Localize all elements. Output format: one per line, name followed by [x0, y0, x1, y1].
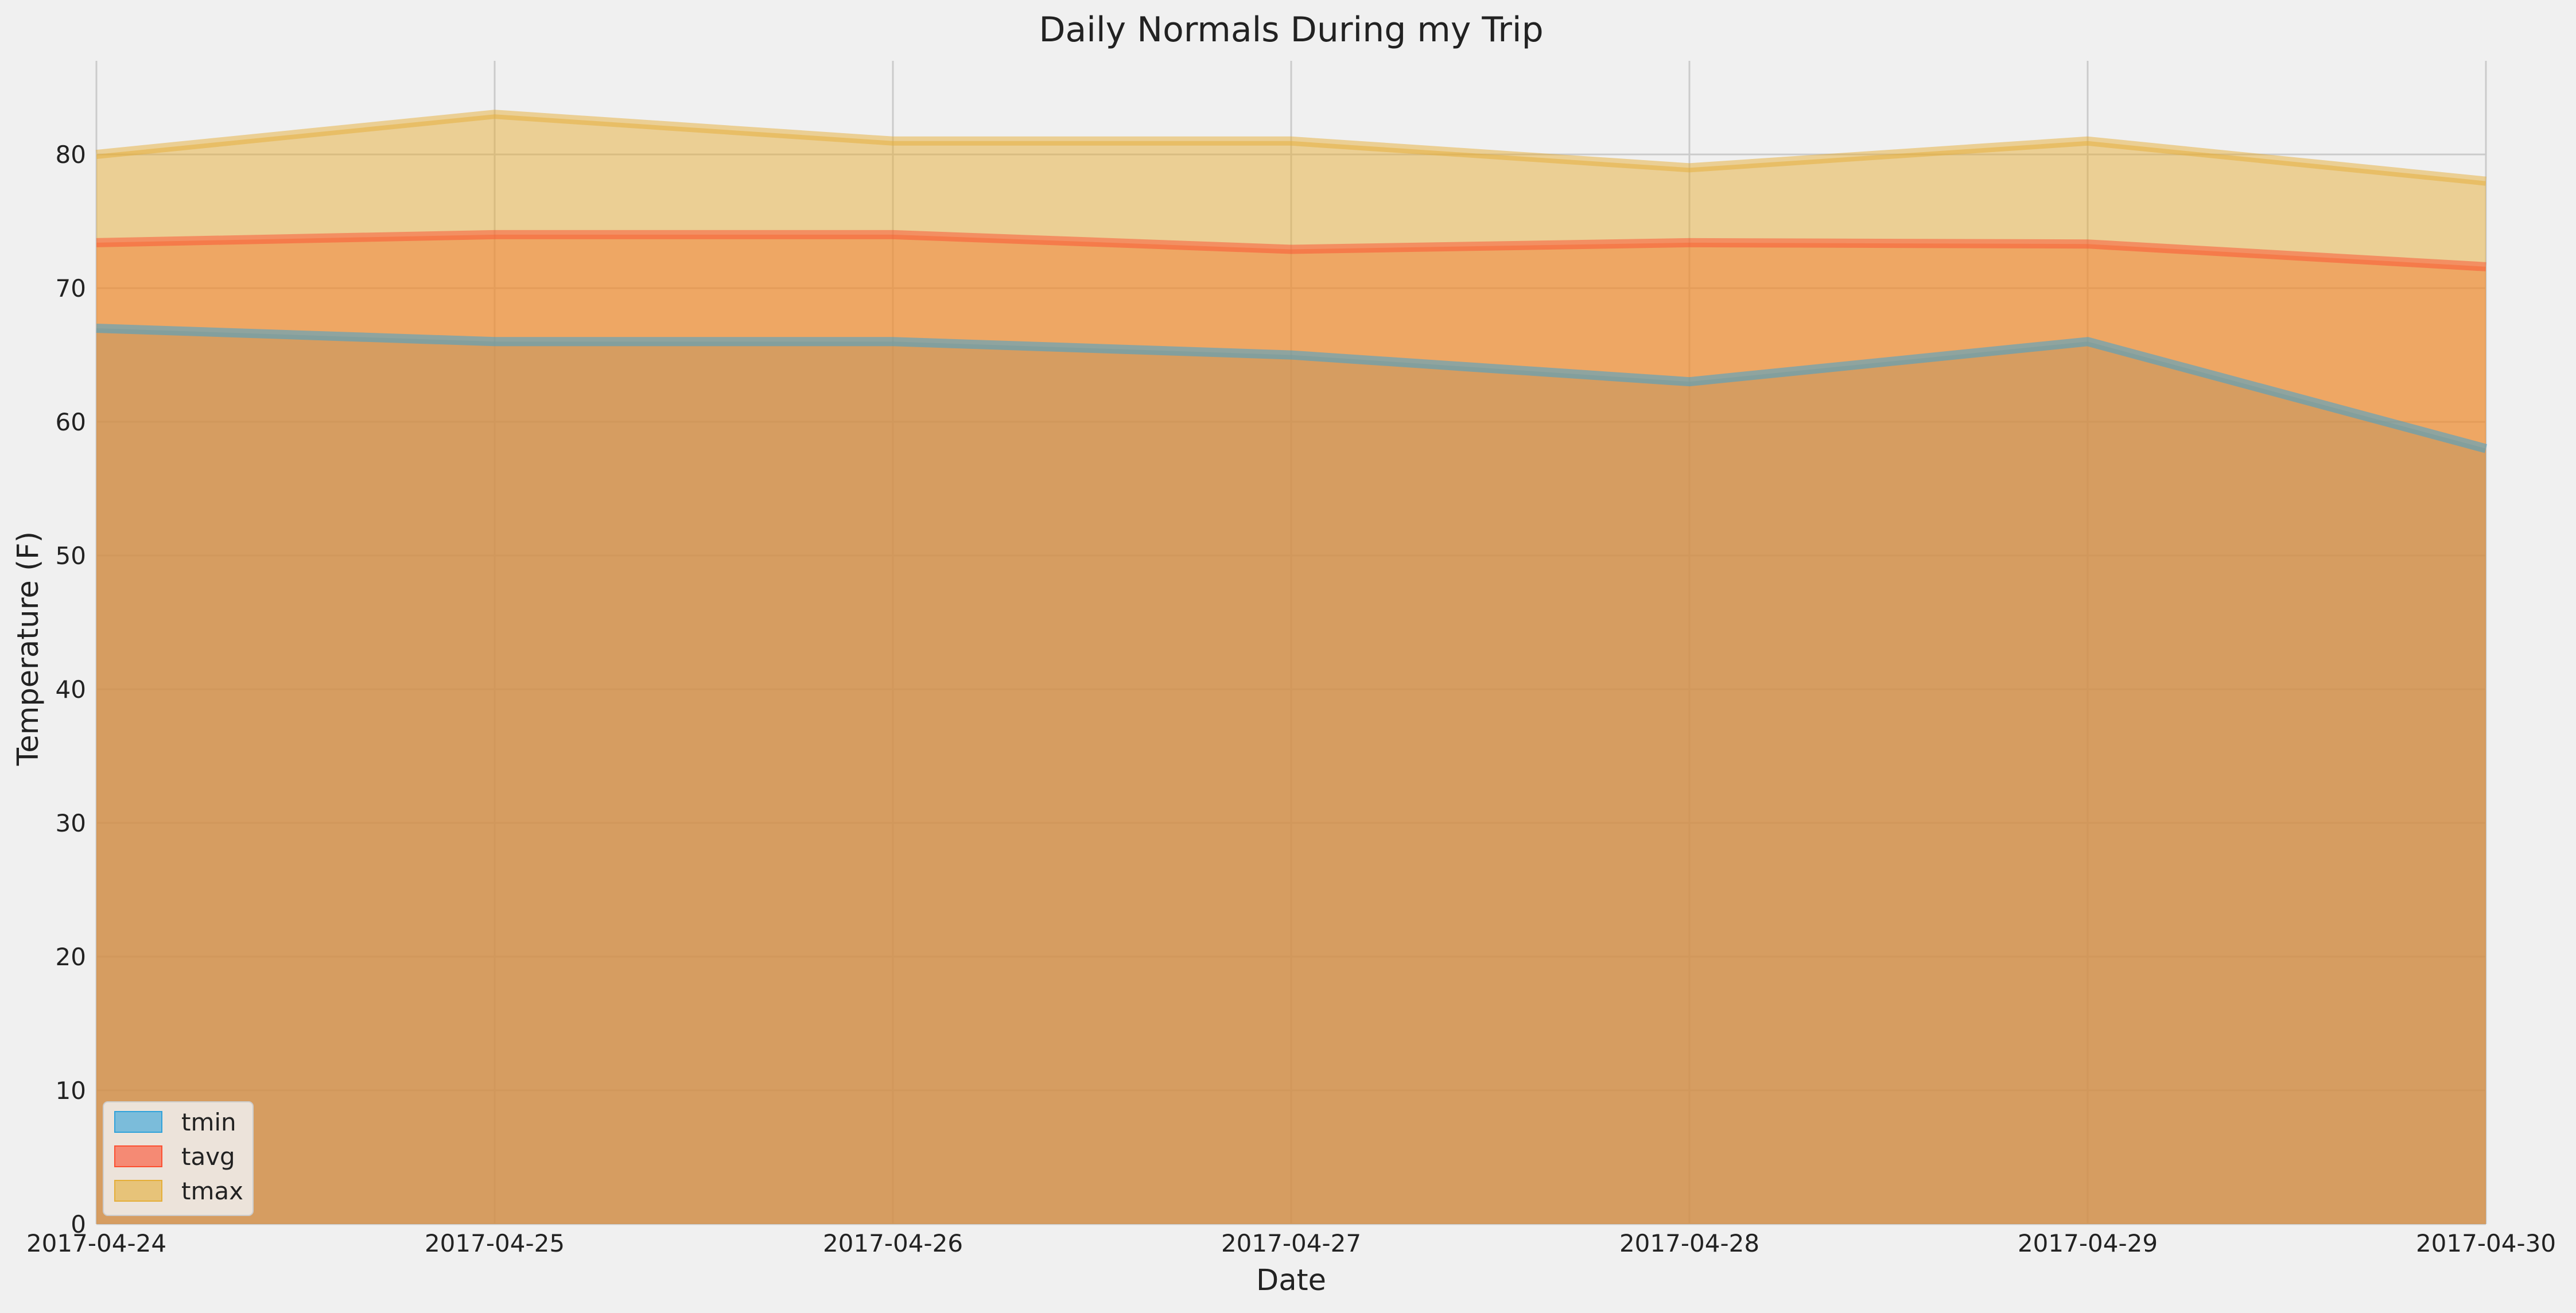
legend: tmin tavg tmax — [103, 1101, 254, 1216]
y-axis-label: Temperature (F) — [11, 531, 45, 766]
y-tick-label: 30 — [56, 809, 86, 837]
y-tick-label: 10 — [56, 1077, 86, 1105]
legend-label-tmin: tmin — [181, 1108, 236, 1136]
area-tmax — [96, 114, 2486, 1224]
x-tick-label: 2017-04-29 — [2018, 1229, 2158, 1257]
legend-swatch-tavg — [114, 1145, 162, 1167]
x-tick-label: 2017-04-30 — [2416, 1229, 2556, 1257]
legend-label-tmax: tmax — [181, 1177, 243, 1205]
x-tick-label: 2017-04-27 — [1221, 1229, 1361, 1257]
y-tick-label: 0 — [71, 1210, 86, 1238]
plot-areas — [96, 114, 2486, 1225]
y-tick-label: 60 — [56, 408, 86, 436]
y-tick-label: 40 — [56, 675, 86, 704]
legend-swatch-tmax — [114, 1180, 162, 1202]
x-tick-label: 2017-04-24 — [26, 1229, 166, 1257]
x-tick-labels: 2017-04-24 2017-04-25 2017-04-26 2017-04-27… — [26, 1229, 2556, 1257]
y-tick-label: 80 — [56, 141, 86, 169]
x-tick-label: 2017-04-28 — [1619, 1229, 1759, 1257]
chart-title: Daily Normals During my Trip — [1039, 10, 1543, 50]
plot-lines — [96, 110, 2488, 453]
y-tick-label: 70 — [56, 274, 86, 302]
line-tmin — [96, 323, 2488, 453]
x-axis-label: Date — [1256, 1264, 1326, 1298]
line-tmax — [96, 110, 2486, 186]
y-tick-label: 50 — [56, 542, 86, 570]
legend-swatch-tmin — [114, 1111, 162, 1133]
legend-label-tavg: tavg — [181, 1143, 235, 1171]
x-tick-label: 2017-04-26 — [823, 1229, 963, 1257]
line-tavg — [96, 230, 2486, 271]
x-tick-label: 2017-04-25 — [425, 1229, 565, 1257]
y-tick-label: 20 — [56, 943, 86, 971]
y-tick-labels: 0 10 20 30 40 50 60 70 80 — [56, 141, 86, 1238]
